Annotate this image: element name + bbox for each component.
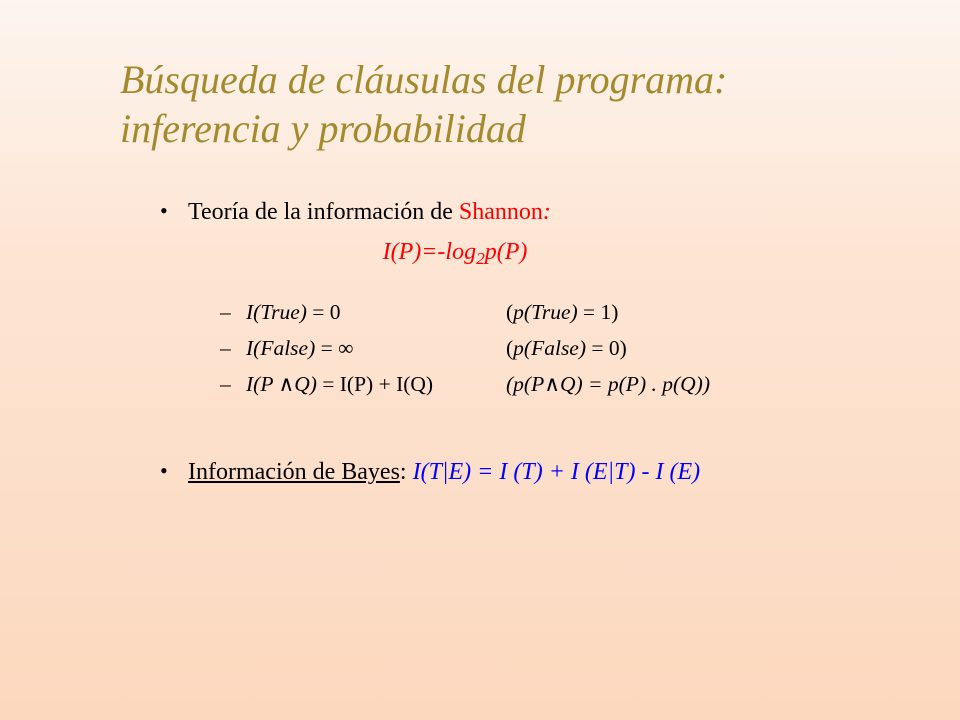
wedge-symbol: ∧: [278, 372, 294, 396]
dash-icon: –: [220, 366, 246, 402]
formula-right: p(P): [485, 239, 528, 265]
row1-fn: I(True): [246, 300, 307, 324]
row3-right-a: (p(P: [506, 372, 544, 396]
bayes-text: Información de Bayes: I(T|E) = I (T) + I…: [188, 454, 700, 490]
slide-title: Búsqueda de cláusulas del programa: infe…: [120, 56, 850, 154]
row3-eq: = I(P) + I(Q): [317, 372, 433, 396]
shannon-prefix: Teoría de la información de: [188, 199, 459, 225]
bullet-shannon: • Teoría de la información de Shannon:: [160, 194, 850, 230]
bullet-bayes: • Información de Bayes: I(T|E) = I (T) +…: [160, 454, 850, 490]
sublist: – I(True) = 0 (p(True) = 1) – I(False) =…: [220, 294, 850, 402]
row3-right-b: Q) = p(P) . p(Q)): [560, 372, 710, 396]
shannon-formula: I(P)=-log2p(P): [120, 234, 850, 270]
wedge-symbol: ∧: [544, 372, 560, 396]
slide: Búsqueda de cláusulas del programa: infe…: [0, 0, 960, 720]
row3-left: I(P ∧Q) = I(P) + I(Q): [246, 366, 506, 402]
title-line-2: inferencia y probabilidad: [120, 106, 526, 151]
bullet-text: Teoría de la información de Shannon:: [188, 194, 551, 230]
infinity-symbol: ∞: [338, 336, 353, 360]
bullet-icon: •: [160, 454, 188, 487]
dash-icon: –: [220, 330, 246, 366]
row1-right: (p(True) = 1): [506, 294, 618, 330]
row2-right: (p(False) = 0): [506, 330, 627, 366]
row1-left: I(True) = 0: [246, 294, 506, 330]
row2-fn: I(False): [246, 336, 315, 360]
row3-right: (p(P∧Q) = p(P) . p(Q)): [506, 366, 710, 402]
list-item: – I(False) = ∞ (p(False) = 0): [220, 330, 850, 366]
formula-left: I(P)=-log: [383, 239, 477, 265]
row2-eq: =: [315, 336, 338, 360]
shannon-name: Shannon: [459, 199, 543, 225]
row3-fn-b: Q): [294, 372, 317, 396]
list-item: – I(True) = 0 (p(True) = 1): [220, 294, 850, 330]
spacer: [120, 402, 850, 454]
bayes-label: Información de Bayes: [188, 459, 400, 485]
bullet-icon: •: [160, 194, 188, 227]
bayes-colon: :: [400, 459, 413, 485]
title-line-1: Búsqueda de cláusulas del programa:: [120, 57, 727, 102]
content-area: • Teoría de la información de Shannon: I…: [120, 194, 850, 490]
list-item: – I(P ∧Q) = I(P) + I(Q) (p(P∧Q) = p(P) .…: [220, 366, 850, 402]
row2-left: I(False) = ∞: [246, 330, 506, 366]
bayes-formula: I(T|E) = I (T) + I (E|T) - I (E): [413, 459, 701, 485]
shannon-colon: :: [543, 199, 551, 225]
row3-fn-a: I(P: [246, 372, 278, 396]
formula-subscript: 2: [476, 249, 485, 268]
row1-eq: = 0: [307, 300, 341, 324]
dash-icon: –: [220, 294, 246, 330]
